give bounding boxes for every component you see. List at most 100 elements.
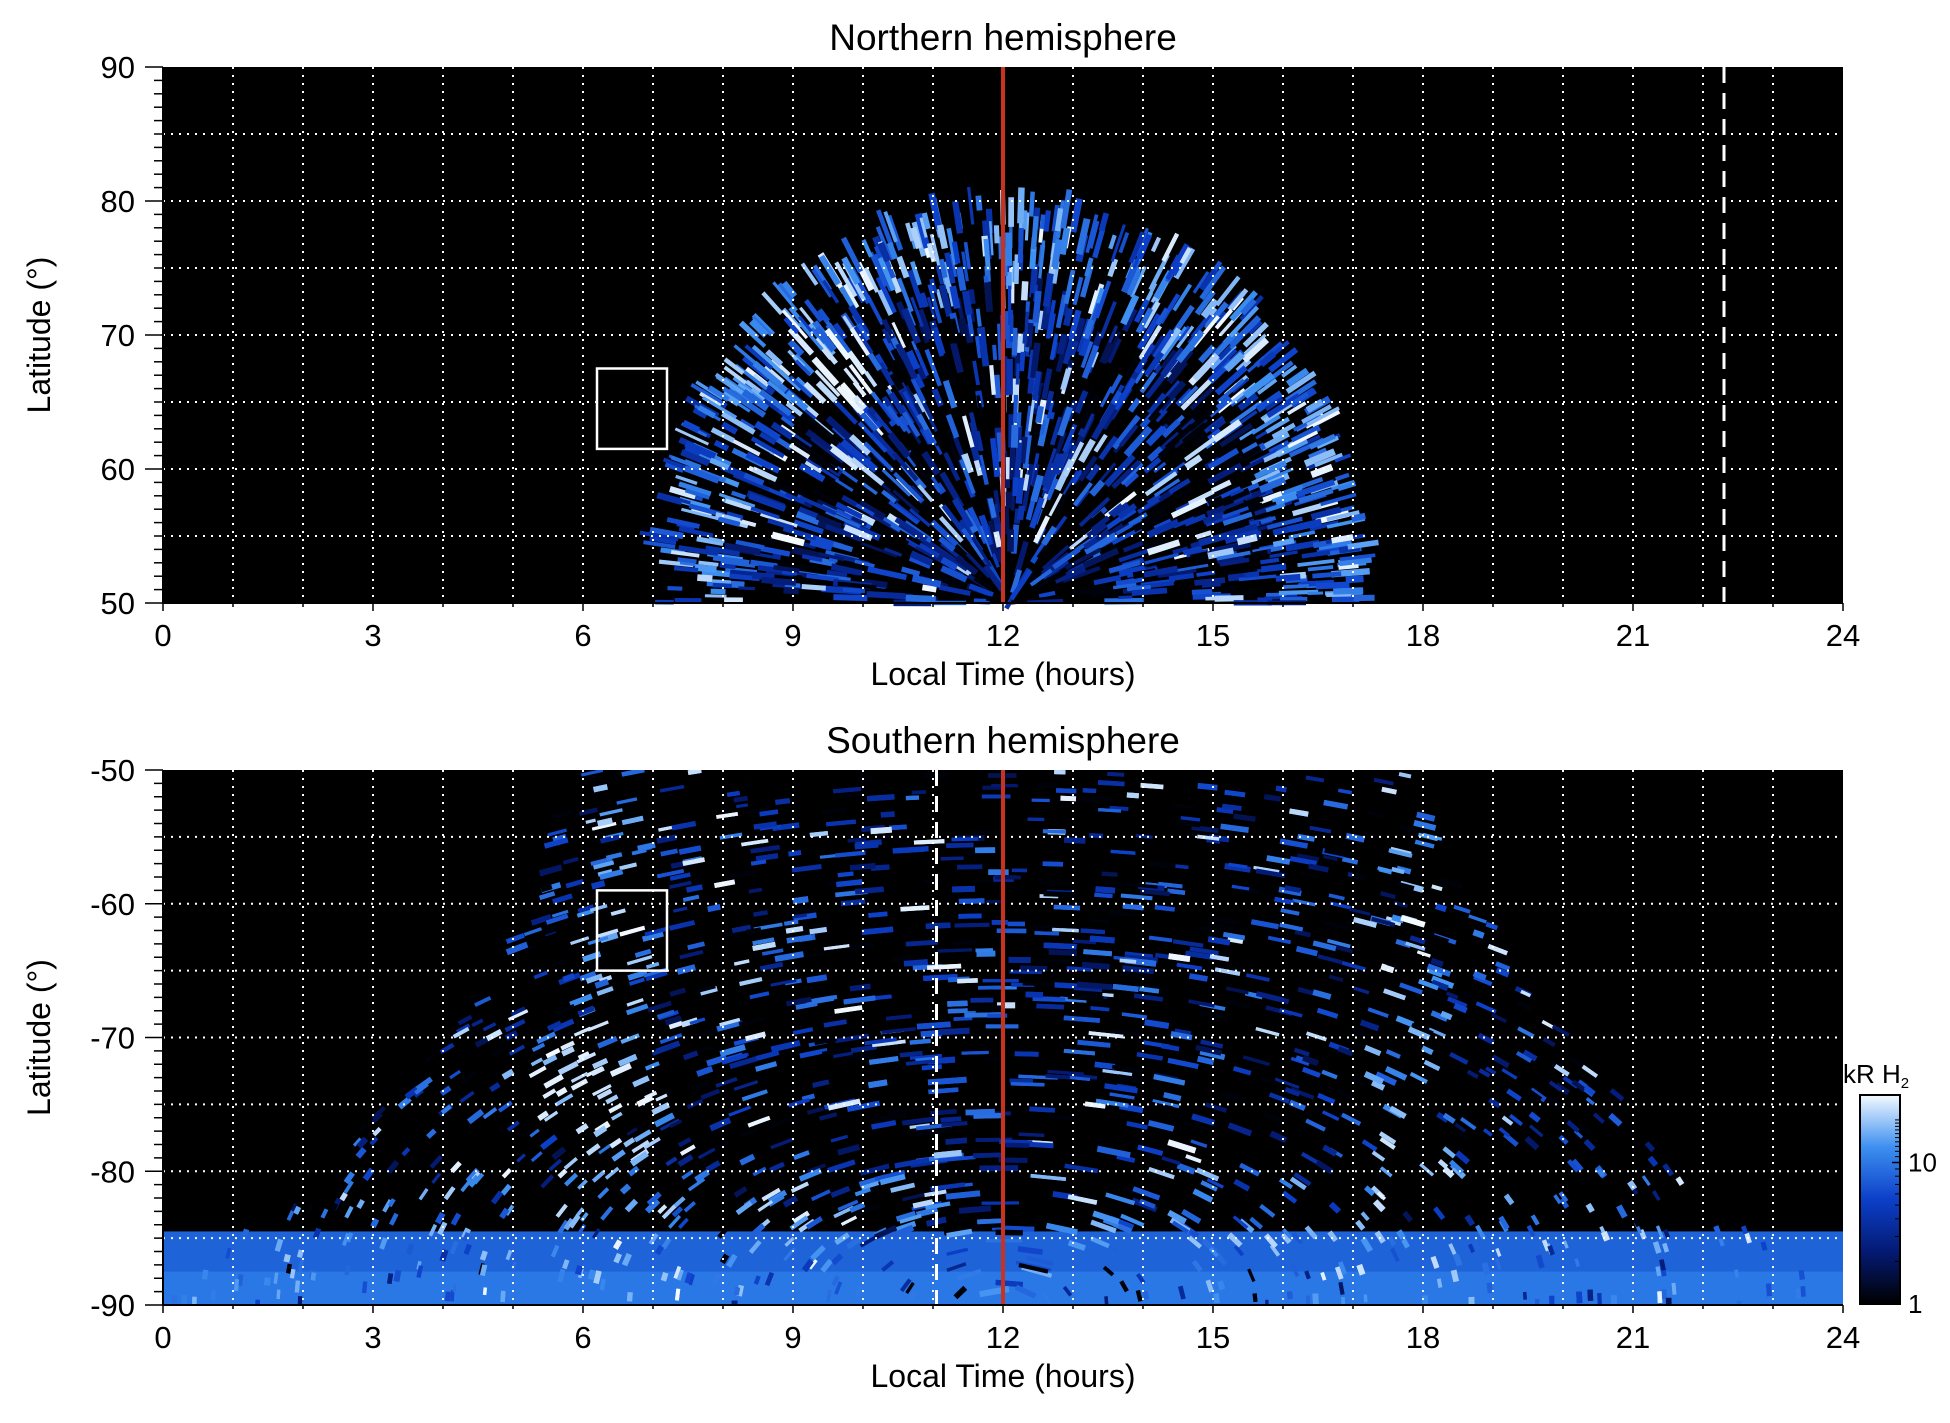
emission-streak xyxy=(1021,210,1028,230)
emission-streak xyxy=(1238,574,1277,582)
emission-streak xyxy=(1485,921,1498,931)
emission-streak xyxy=(1328,1201,1341,1214)
emission-streak xyxy=(1149,500,1172,517)
emission-streak xyxy=(500,1183,512,1196)
emission-streak xyxy=(815,514,843,530)
emission-streak xyxy=(1188,999,1215,1008)
emission-streak xyxy=(1031,216,1039,250)
emission-streak xyxy=(1189,946,1219,956)
emission-streak xyxy=(1110,849,1136,855)
emission-streak xyxy=(449,1240,459,1255)
emission-streak xyxy=(759,962,784,971)
emission-streak xyxy=(868,911,888,918)
emission-streak xyxy=(750,859,767,866)
emission-streak xyxy=(1078,438,1096,464)
emission-streak xyxy=(1180,816,1201,824)
emission-streak xyxy=(1099,341,1114,365)
emission-streak xyxy=(1255,868,1286,878)
emission-streak xyxy=(482,1287,488,1296)
emission-streak xyxy=(1529,1124,1544,1138)
emission-streak xyxy=(592,1228,601,1239)
emission-streak xyxy=(860,412,879,432)
emission-streak xyxy=(969,421,980,452)
emission-streak xyxy=(1243,549,1269,561)
overlays xyxy=(595,770,1005,1305)
emission-streak xyxy=(557,1060,579,1076)
emission-streak xyxy=(574,884,587,893)
emission-streak xyxy=(919,468,935,487)
emission-streak xyxy=(1058,443,1078,475)
emission-streak xyxy=(1316,1007,1339,1019)
emission-streak xyxy=(1281,1190,1298,1204)
emission-streak xyxy=(736,803,749,809)
emission-streak xyxy=(1418,978,1439,991)
emission-streak xyxy=(930,326,947,357)
emission-streak xyxy=(984,282,994,313)
emission-streak xyxy=(927,1076,967,1086)
emission-streak xyxy=(1581,1064,1599,1078)
emission-streak xyxy=(701,396,738,420)
emission-streak xyxy=(585,818,596,824)
emission-streak xyxy=(715,375,737,392)
emission-streak xyxy=(1579,1123,1593,1136)
emission-streak xyxy=(597,869,613,877)
emission-streak xyxy=(452,1283,457,1293)
emission-streak xyxy=(613,1239,623,1250)
emission-streak xyxy=(357,1121,368,1132)
y-tick-label: 70 xyxy=(101,318,135,353)
emission-streak xyxy=(474,996,492,1007)
emission-streak xyxy=(1301,476,1324,489)
emission-streak xyxy=(928,192,943,230)
emission-streak xyxy=(1034,958,1070,964)
emission-streak xyxy=(1216,807,1234,814)
emission-streak xyxy=(1051,204,1060,232)
emission-streak xyxy=(888,391,906,415)
emission-streak xyxy=(1192,352,1220,382)
emission-streak xyxy=(1558,1191,1569,1203)
emission-streak xyxy=(887,431,911,459)
emission-streak xyxy=(1149,335,1165,356)
emission-streak xyxy=(945,1190,981,1200)
emission-streak xyxy=(896,255,910,279)
emission-streak xyxy=(1282,583,1309,589)
emission-streak xyxy=(1491,1012,1508,1024)
y-tick-label: 60 xyxy=(101,452,135,487)
emission-streak xyxy=(1194,577,1226,586)
emission-streak xyxy=(826,569,848,579)
emission-streak xyxy=(1102,1218,1120,1228)
emission-streak xyxy=(369,1136,379,1146)
emission-streak xyxy=(746,505,780,520)
emission-streak xyxy=(1158,881,1183,889)
emission-streak xyxy=(530,1151,543,1163)
emission-streak xyxy=(989,437,1001,478)
emission-streak xyxy=(1048,949,1078,956)
emission-streak xyxy=(841,256,861,285)
emission-streak xyxy=(825,523,863,543)
emission-streak xyxy=(903,959,928,967)
emission-streak xyxy=(568,1214,581,1229)
emission-streak xyxy=(807,1163,827,1174)
emission-streak xyxy=(1260,431,1290,451)
emission-streak xyxy=(542,1054,558,1066)
emission-streak xyxy=(798,321,824,351)
emission-streak xyxy=(1055,294,1068,329)
emission-streak xyxy=(767,518,795,531)
emission-streak xyxy=(1186,548,1209,558)
emission-streak xyxy=(1427,991,1446,1001)
emission-streak xyxy=(1442,1146,1456,1159)
emission-streak xyxy=(1328,893,1345,901)
emission-streak xyxy=(460,1178,472,1193)
emission-streak xyxy=(1200,297,1219,319)
emission-streak xyxy=(683,465,720,484)
emission-streak xyxy=(973,1223,1005,1229)
emission-streak xyxy=(854,886,884,895)
emission-streak xyxy=(1191,1113,1215,1126)
emission-streak xyxy=(1236,534,1258,546)
emission-streak xyxy=(909,1038,931,1045)
emission-streak xyxy=(1229,315,1262,348)
emission-streak xyxy=(678,1137,692,1148)
emission-streak xyxy=(1144,538,1163,550)
emission-streak xyxy=(1498,1127,1511,1138)
emission-streak xyxy=(860,1163,890,1176)
emission-streak xyxy=(1024,212,1030,241)
